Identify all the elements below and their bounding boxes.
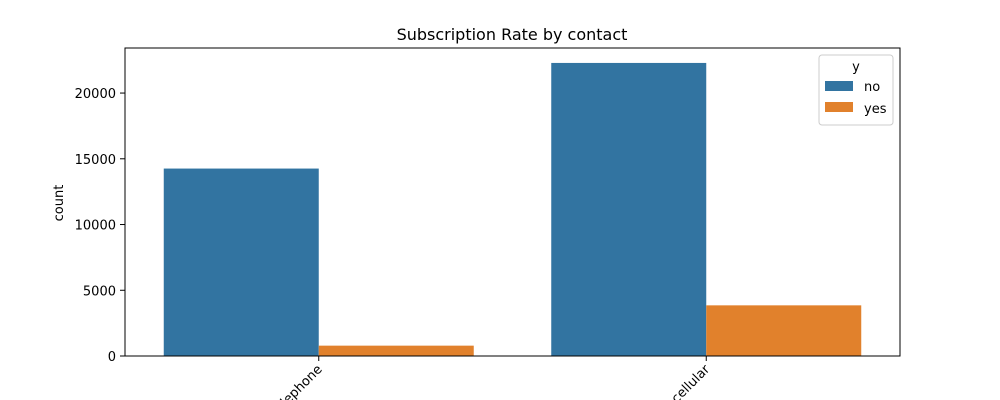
y-tick-label: 15000 [75, 153, 116, 168]
y-tick-label: 20000 [75, 87, 116, 102]
x-axis-ticks: telephone cellular [269, 356, 714, 400]
legend-swatch-no [825, 81, 853, 91]
legend-title: y [852, 60, 860, 75]
bar-telephone-no [163, 168, 319, 356]
y-axis-label: count [52, 185, 67, 222]
y-tick-label: 0 [108, 350, 116, 365]
bar-cellular-yes [706, 305, 862, 356]
plot-frame [124, 47, 901, 357]
x-tick-label-cellular: cellular [669, 362, 714, 400]
chart-title: Subscription Rate by contact [397, 25, 628, 44]
bar-cellular-no [551, 62, 707, 357]
bars-group [163, 62, 862, 357]
legend: y no yes [818, 54, 894, 126]
legend-label-yes: yes [864, 102, 887, 117]
y-tick-label: 10000 [75, 219, 116, 234]
y-tick-label: 5000 [83, 284, 116, 299]
legend-label-no: no [864, 80, 880, 95]
bar-telephone-yes [318, 345, 474, 356]
x-tick-label-telephone: telephone [269, 362, 326, 400]
legend-swatch-yes [825, 102, 853, 112]
y-axis-ticks: 0 5000 10000 15000 20000 [75, 87, 125, 365]
